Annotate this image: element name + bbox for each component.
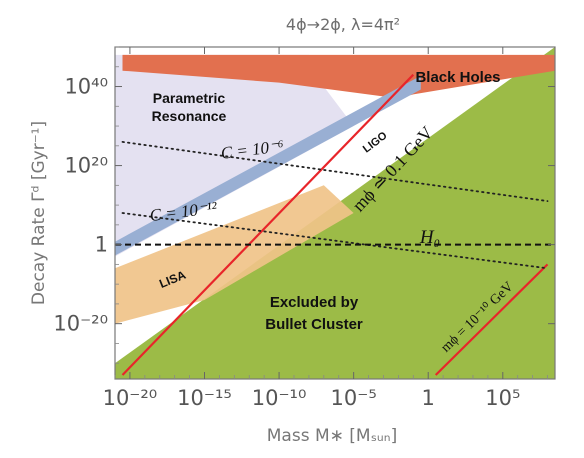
line-c-10	[121, 140, 549, 203]
x-tick-label: 10⁻²⁰	[103, 386, 158, 410]
x-tick-label: 10⁵	[485, 386, 520, 410]
regions-layer	[115, 47, 555, 379]
chart-title: 4ϕ→2ϕ, λ=4π²	[286, 15, 400, 34]
annotation-black-holes: Black Holes	[415, 69, 500, 86]
y-tick-label: 10²⁰	[64, 154, 108, 178]
annotation-h0: H₀	[419, 227, 440, 248]
line-m-10-gev	[434, 263, 549, 376]
ticks-layer	[114, 46, 555, 379]
annotation-bullet-line2: Bullet Cluster	[265, 316, 363, 333]
annotation-bullet-line1: Excluded by	[270, 294, 359, 311]
annotation-parametric-line2: Resonance	[152, 108, 227, 124]
x-tick-label: 10⁻¹⁰	[252, 386, 307, 410]
lines-layer	[115, 73, 555, 376]
x-tick-label: 1	[422, 386, 435, 410]
y-tick-label: 10⁴⁰	[64, 75, 108, 99]
region-lisa	[115, 185, 354, 324]
line-m-0-1-gev	[121, 73, 415, 376]
y-tick-label: 1	[95, 233, 108, 257]
x-axis-label: Mass M∗ [Mₛᵤₙ]	[267, 426, 397, 446]
region-ligo	[115, 75, 421, 256]
line-c-10	[121, 212, 549, 270]
region-black-holes	[122, 54, 555, 99]
tick-labels-layer: 10⁻²⁰ 10⁻¹⁵ 10⁻¹⁰ 10⁻⁵ 1 10⁵ 10⁴⁰ 10²⁰ 1 10⁻²⁰	[53, 75, 520, 410]
y-tick-label: 10⁻²⁰	[53, 312, 108, 336]
y-axis-label: Decay Rate Γᵈ [Gyr⁻¹]	[29, 121, 49, 305]
x-tick-label: 10⁻¹⁵	[177, 386, 232, 410]
plot-frame	[114, 46, 556, 380]
annotation-parametric-line1: Parametric	[153, 90, 226, 106]
x-tick-label: 10⁻⁵	[331, 386, 377, 410]
plot-area	[115, 47, 555, 379]
region-parametric-resonance	[115, 54, 354, 257]
